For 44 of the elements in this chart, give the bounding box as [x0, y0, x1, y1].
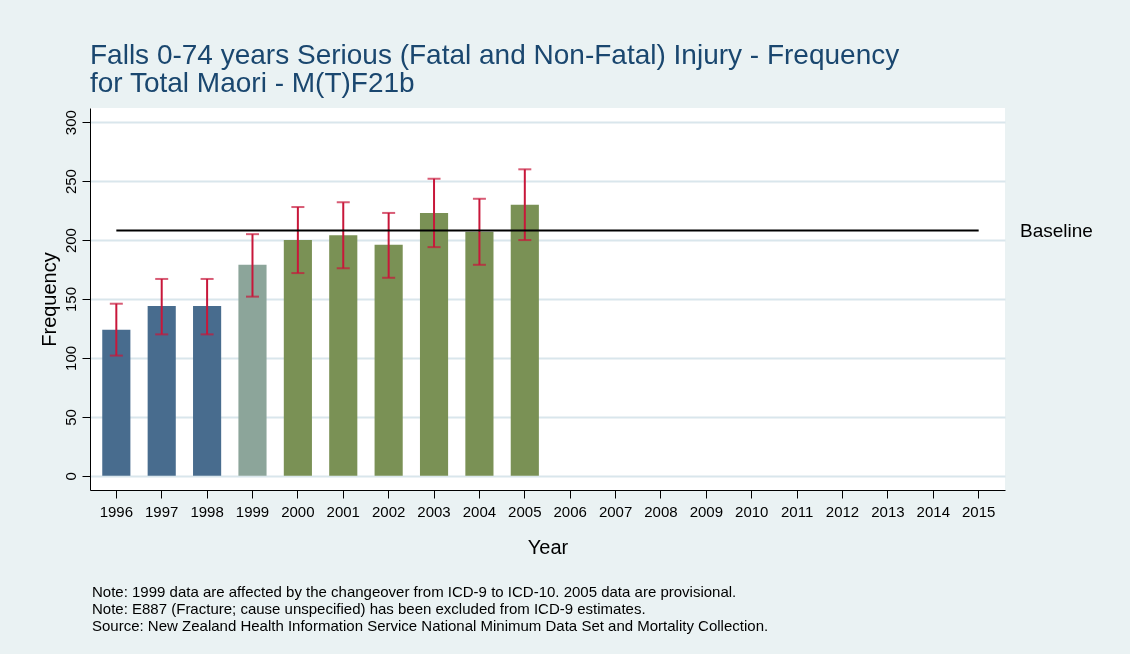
bar — [193, 306, 222, 476]
x-tick-label: 2008 — [644, 502, 678, 520]
bar — [283, 240, 312, 476]
x-tick-label: 2004 — [462, 502, 497, 520]
x-tick-label: 2015 — [961, 502, 996, 520]
x-tick-label: 2006 — [553, 502, 587, 520]
y-tick-label: 150 — [61, 286, 79, 313]
x-tick-label: 2009 — [689, 502, 724, 520]
source-note: Source: New Zealand Health Information Service National Minimum Data Set and Mortality Collection. — [92, 617, 769, 634]
x-tick-label: 1997 — [145, 502, 179, 520]
x-tick-label: 1999 — [235, 502, 270, 520]
text: Note: E887 (Fracture; cause unspecified) has been excluded from ICD-9 estimates. — [92, 600, 646, 617]
y-tick-label: 100 — [61, 345, 79, 371]
y-axis-title: Frequency — [37, 252, 60, 347]
y-tick-label: 250 — [61, 169, 79, 195]
x-tick-label: 2005 — [508, 502, 542, 520]
x-tick-label: 1998 — [190, 502, 224, 520]
x-tick-label: 1996 — [99, 502, 134, 520]
bar — [465, 231, 494, 476]
bar — [510, 204, 539, 476]
bar — [238, 264, 267, 476]
x-tick-label: 2000 — [281, 502, 315, 520]
bar — [147, 306, 176, 476]
bar — [419, 212, 449, 476]
bar — [329, 235, 358, 476]
x-tick-label: 2010 — [735, 502, 769, 520]
y-tick-label: 50 — [61, 409, 79, 426]
x-tick-label: 2013 — [871, 502, 905, 520]
chart-title: Falls 0-74 years Serious (Fatal and Non-Fatal) Injury - Frequency for Total Maori - M(T)F21b — [90, 39, 900, 98]
y-tick-label: 0 — [61, 472, 79, 481]
x-tick-label: 2014 — [916, 502, 950, 520]
x-tick-label: 2003 — [417, 502, 451, 520]
x-axis-title: Year — [527, 535, 569, 558]
bar — [102, 329, 131, 476]
text: Note: 1999 data are affected by the changeover from ICD-9 to ICD-10. 2005 data are provisional. — [92, 583, 737, 600]
x-tick-label: 2002 — [371, 502, 406, 520]
y-tick-label: 300 — [61, 110, 79, 136]
ref-line-label: Baseline — [1020, 219, 1093, 241]
y-tick-label: 200 — [61, 228, 79, 254]
x-tick-label: 2001 — [326, 502, 360, 520]
bar — [374, 244, 403, 476]
x-tick-label: 2007 — [598, 502, 633, 520]
x-tick-label: 2011 — [781, 502, 814, 520]
x-tick-label: 2012 — [825, 502, 860, 520]
